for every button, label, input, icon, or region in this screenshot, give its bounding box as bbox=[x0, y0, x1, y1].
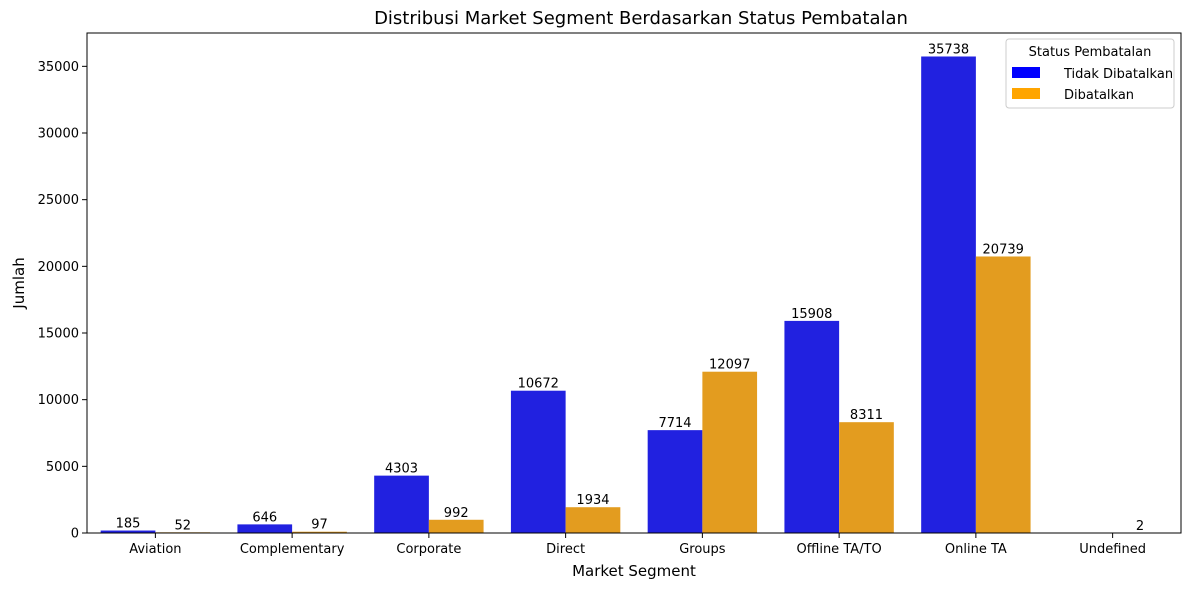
bar-tidak-dibatalkan-corporate bbox=[374, 475, 429, 533]
bar-dibatalkan-corporate bbox=[428, 519, 484, 533]
bar-dibatalkan-online-ta bbox=[975, 256, 1031, 533]
legend-title: Status Pembatalan bbox=[1029, 45, 1152, 60]
legend-box bbox=[1005, 38, 1175, 109]
x-tick-label: Aviation bbox=[129, 542, 181, 557]
bar-dibatalkan-offline-ta-to bbox=[839, 422, 894, 533]
data-label: 8311 bbox=[850, 408, 883, 423]
data-label: 15908 bbox=[791, 307, 832, 322]
data-label: 185 bbox=[116, 517, 141, 532]
y-axis-label: Jumlah bbox=[10, 257, 28, 309]
bar-tidak-dibatalkan-aviation bbox=[100, 530, 156, 533]
bar-dibatalkan-direct bbox=[565, 507, 621, 533]
y-tick-label: 20000 bbox=[38, 260, 79, 275]
data-label: 97 bbox=[311, 518, 328, 533]
x-tick-label: Corporate bbox=[396, 542, 461, 557]
data-label: 10672 bbox=[518, 377, 559, 392]
bar-dibatalkan-groups bbox=[702, 371, 758, 533]
y-tick-label: 30000 bbox=[38, 127, 79, 142]
x-tick-label: Offline TA/TO bbox=[797, 542, 882, 557]
x-tick-label: Undefined bbox=[1079, 542, 1146, 557]
data-label: 12097 bbox=[709, 358, 750, 373]
legend-swatch-tidak-dibatalkan bbox=[1012, 67, 1040, 78]
data-label: 7714 bbox=[658, 416, 691, 431]
x-tick-label: Direct bbox=[546, 542, 585, 557]
y-tick-label: 25000 bbox=[38, 193, 79, 208]
bar-tidak-dibatalkan-groups bbox=[647, 430, 703, 533]
bar-dibatalkan-complementary bbox=[292, 531, 347, 533]
plot-frame bbox=[86, 32, 1182, 534]
y-tick-label: 10000 bbox=[38, 393, 79, 408]
legend: Status Pembatalan Tidak Dibatalkan Dibat… bbox=[1005, 38, 1175, 109]
data-label: 646 bbox=[252, 510, 277, 525]
data-label: 2 bbox=[1136, 519, 1144, 534]
x-axis-label: Market Segment bbox=[572, 562, 696, 580]
data-label: 1934 bbox=[576, 493, 609, 508]
y-axis: 0 5000 10000 15000 20000 25000 30000 35000 bbox=[38, 60, 87, 542]
plot-area: 185 646 4303 10672 7714 15908 35738 52 97 992 1934… bbox=[100, 42, 1168, 534]
x-tick-label: Complementary bbox=[240, 542, 345, 557]
y-tick-label: 0 bbox=[71, 527, 79, 542]
legend-swatch-dibatalkan bbox=[1012, 88, 1040, 99]
bar-tidak-dibatalkan-direct bbox=[510, 390, 566, 533]
y-tick-label: 5000 bbox=[46, 460, 79, 475]
legend-label-tidak-dibatalkan: Tidak Dibatalkan bbox=[1063, 67, 1173, 82]
x-tick-label: Online TA bbox=[945, 542, 1007, 557]
data-label: 4303 bbox=[385, 462, 418, 477]
bar-tidak-dibatalkan-online-ta bbox=[921, 56, 976, 533]
data-label: 52 bbox=[174, 518, 191, 533]
data-label: 20739 bbox=[983, 242, 1024, 257]
data-label: 35738 bbox=[928, 42, 969, 57]
legend-label-dibatalkan: Dibatalkan bbox=[1064, 88, 1134, 103]
bar-tidak-dibatalkan-complementary bbox=[237, 524, 293, 533]
y-tick-label: 15000 bbox=[38, 327, 79, 342]
x-axis: Aviation Complementary Corporate Direct Grou… bbox=[129, 533, 1146, 557]
x-tick-label: Groups bbox=[679, 542, 726, 557]
bar-tidak-dibatalkan-offline-ta-to bbox=[784, 320, 840, 533]
chart-title: Distribusi Market Segment Berdasarkan St… bbox=[374, 8, 908, 29]
data-label: 992 bbox=[444, 506, 469, 521]
y-tick-label: 35000 bbox=[38, 60, 79, 75]
